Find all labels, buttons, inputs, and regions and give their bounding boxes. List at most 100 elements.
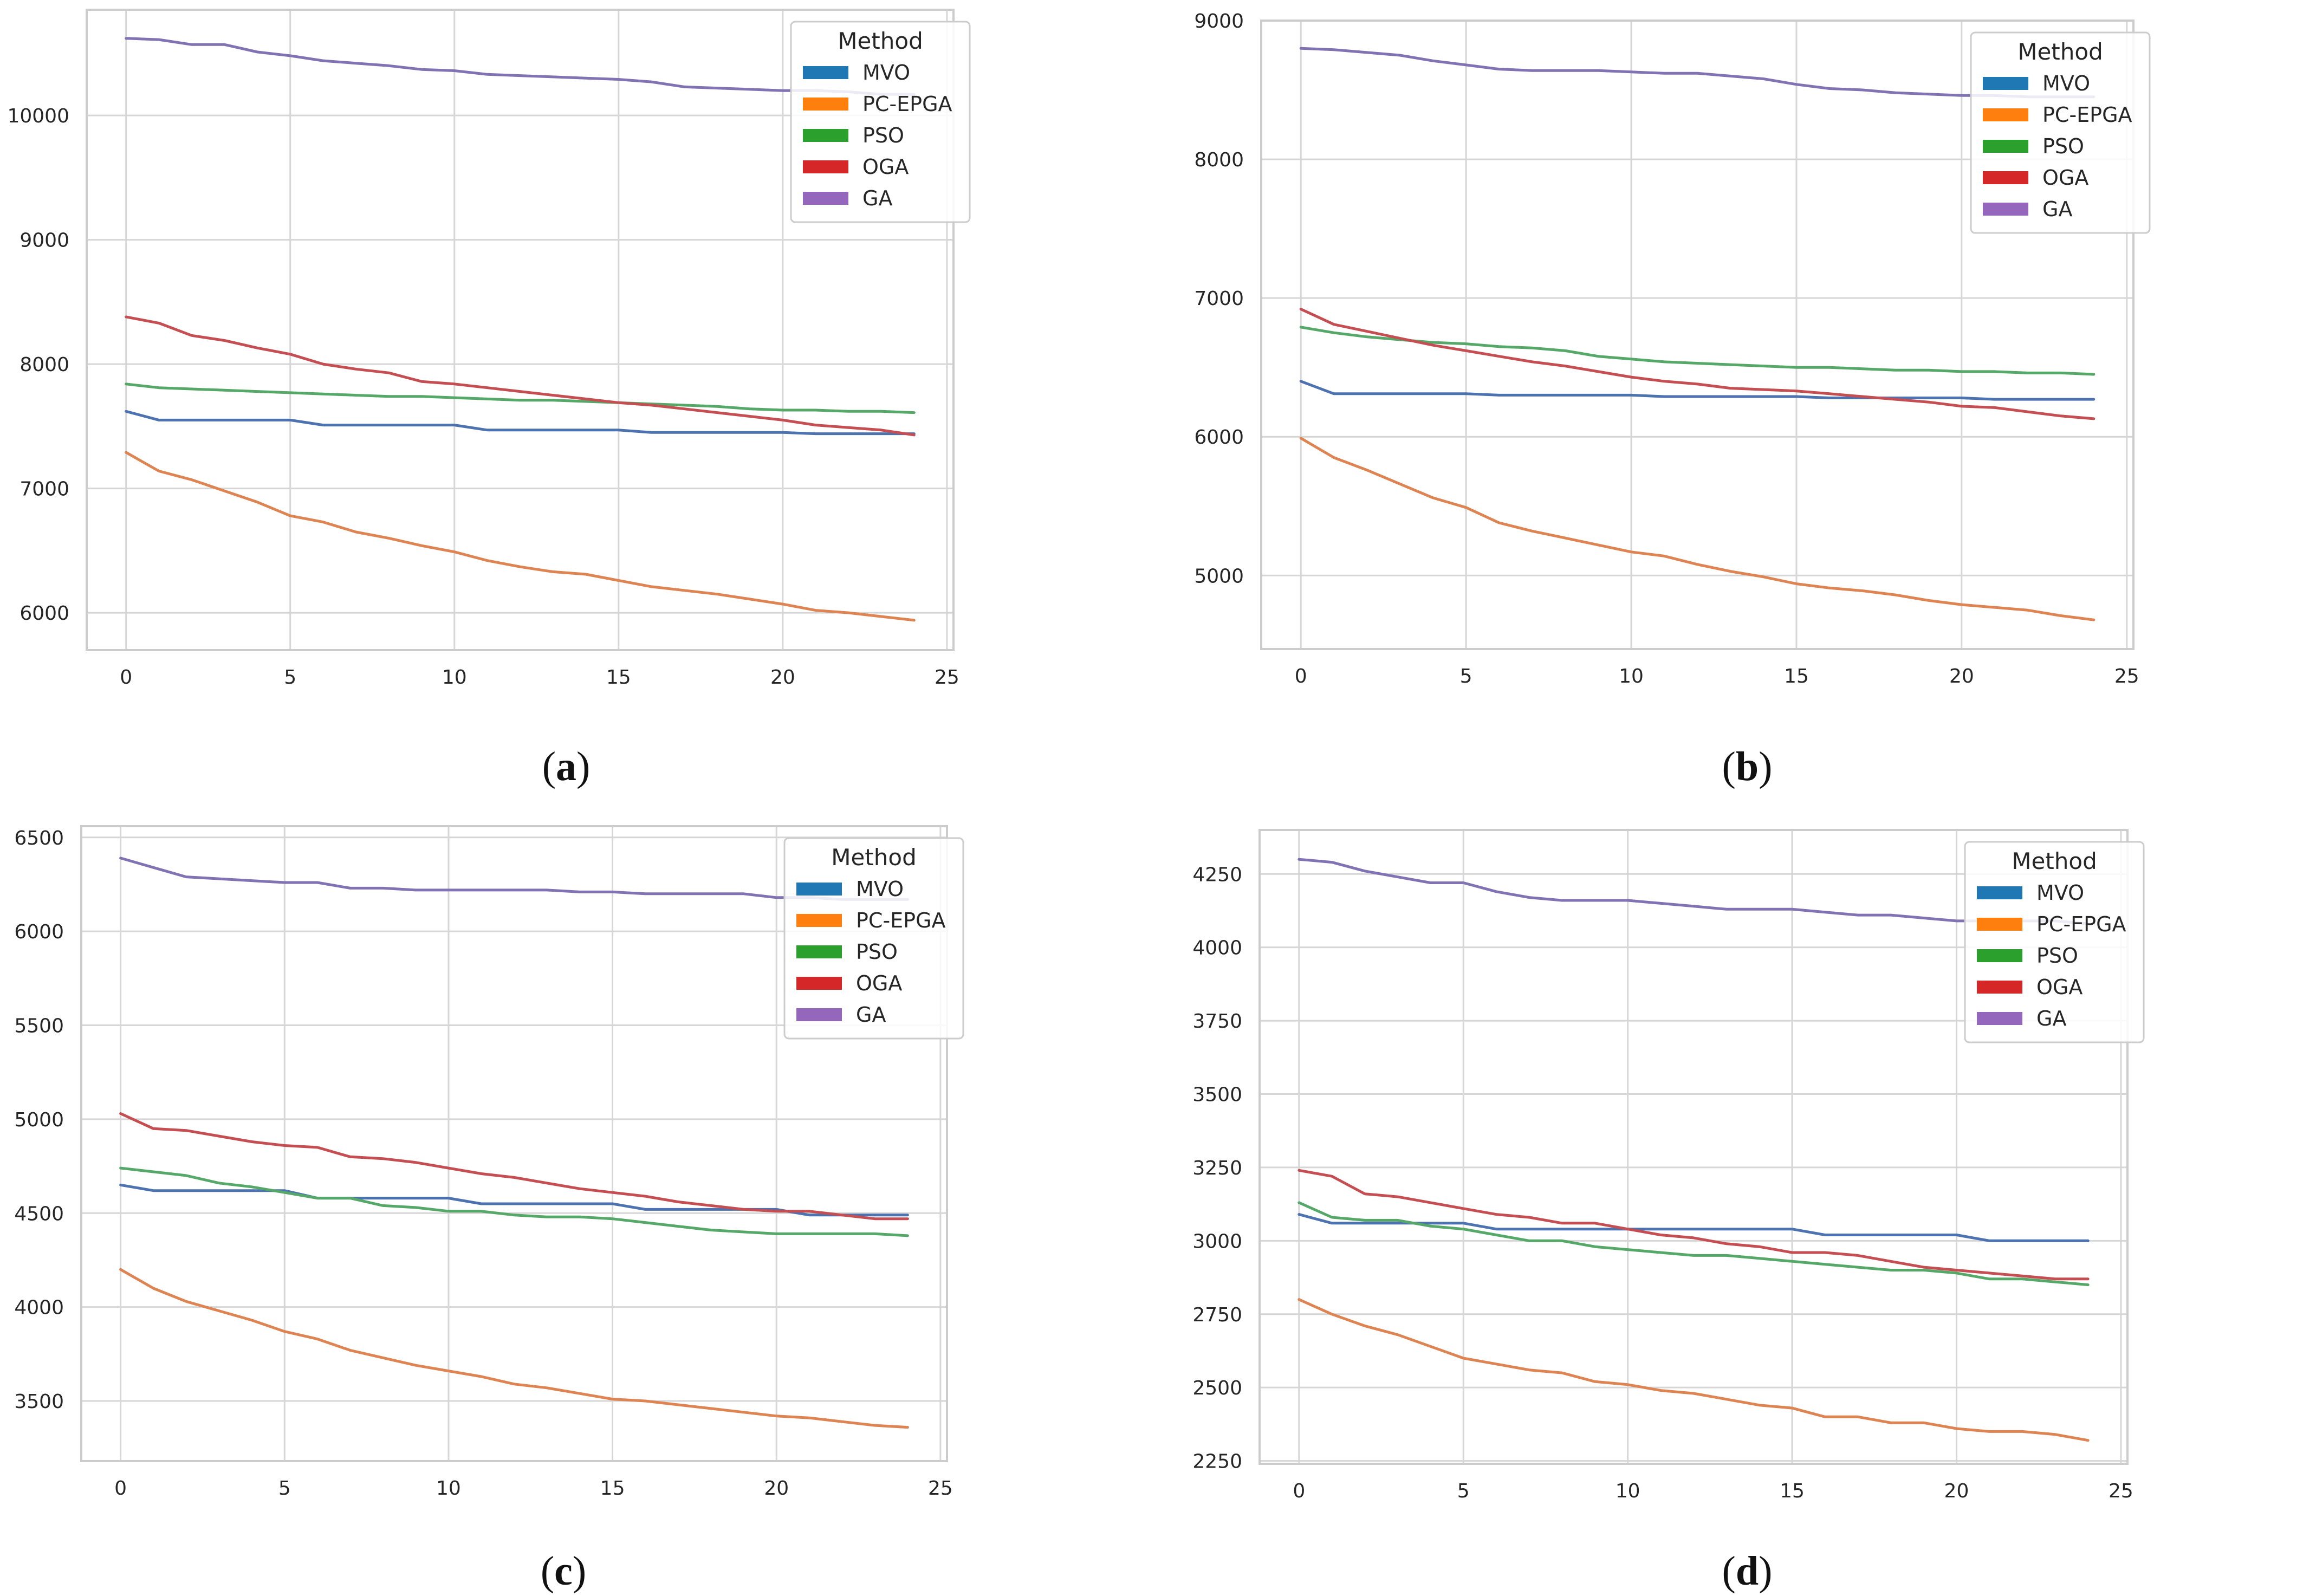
x-tick-label: 0 xyxy=(1293,1480,1305,1502)
y-tick-label: 4000 xyxy=(14,1297,64,1319)
series-line-mvo xyxy=(1299,380,2096,401)
legend-swatch-pso xyxy=(1983,140,2028,153)
y-tick-label: 4000 xyxy=(1192,937,1242,959)
legend-title: Method xyxy=(831,844,917,871)
legend-swatch-ga xyxy=(1983,203,2028,216)
x-tick-label: 10 xyxy=(436,1477,461,1500)
legend-swatch-oga xyxy=(796,977,842,990)
legend-label-oga: OGA xyxy=(856,971,902,995)
x-tick-label: 20 xyxy=(770,666,795,689)
plot-frame xyxy=(1258,829,2129,1465)
legend-label-pc-epga: PC-EPGA xyxy=(856,909,946,932)
y-tick-label: 2750 xyxy=(1192,1304,1242,1326)
legend-swatch-mvo xyxy=(803,66,848,79)
legend-swatch-oga xyxy=(803,160,848,173)
x-tick-label: 0 xyxy=(120,666,132,689)
series-line-ga xyxy=(125,37,916,96)
x-tick-label: 15 xyxy=(1780,1480,1805,1502)
caption-letter: c xyxy=(554,1548,573,1594)
x-tick-label: 5 xyxy=(1460,665,1472,687)
series-line-mvo xyxy=(1298,1213,2090,1242)
series-line-pso xyxy=(1299,326,2096,376)
x-tick-label: 25 xyxy=(935,666,959,689)
legend: Method MVO PC-EPGA PSO OGA GA xyxy=(1970,31,2151,234)
series-line-pc-epga xyxy=(1299,437,2096,621)
x-tick-label: 25 xyxy=(928,1477,953,1500)
chart-panel-a: 0 5 10 15 20 25 6000 7000 8000 9000 10000 Method MVO… xyxy=(7,9,971,789)
legend: Method MVO PC-EPGA PSO OGA GA xyxy=(790,21,971,223)
legend-swatch-oga xyxy=(1983,171,2028,184)
legend-label-pso: PSO xyxy=(856,940,898,964)
series-line-ga xyxy=(1299,47,2096,99)
chart-panel-d: 0 5 10 15 20 25 2250 2500 2750 3000 3250 3500 3750 40… xyxy=(1192,829,2145,1594)
legend-label-pc-epga: PC-EPGA xyxy=(862,92,952,116)
legend-label-pso: PSO xyxy=(862,124,904,147)
y-tick-label: 6000 xyxy=(1194,426,1244,449)
y-tick-label: 3750 xyxy=(1192,1010,1242,1033)
x-tick-label: 0 xyxy=(114,1477,127,1500)
y-tick-label: 5000 xyxy=(14,1109,64,1131)
subfigure-caption: (b) xyxy=(1722,744,1773,789)
legend-swatch-pc-epga xyxy=(1983,108,2028,121)
x-tick-label: 25 xyxy=(2109,1480,2133,1502)
y-tick-label: 7000 xyxy=(20,478,69,501)
series-line-oga xyxy=(1299,308,2096,420)
series-line-pso xyxy=(125,382,916,414)
caption-letter: d xyxy=(1736,1548,1759,1594)
legend-swatch-mvo xyxy=(796,883,842,896)
subfigure-caption: (a) xyxy=(542,744,591,789)
legend-label-mvo: MVO xyxy=(856,877,904,901)
legend-swatch-pc-epga xyxy=(796,914,842,927)
y-tick-label: 2500 xyxy=(1192,1377,1242,1399)
x-tick-label: 5 xyxy=(284,666,296,689)
y-tick-label: 6000 xyxy=(20,602,69,625)
caption-letter: a xyxy=(556,744,576,789)
legend-label-oga: OGA xyxy=(2036,975,2083,999)
plot-frame xyxy=(1260,20,2135,650)
x-tick-label: 20 xyxy=(764,1477,789,1500)
legend-swatch-pso xyxy=(803,129,848,142)
y-tick-label: 9000 xyxy=(1194,10,1244,33)
legend-swatch-ga xyxy=(796,1008,842,1021)
plot-frame xyxy=(86,9,955,651)
series-line-mvo xyxy=(119,1183,909,1217)
series-line-pc-epga xyxy=(119,1268,909,1429)
caption-letter: b xyxy=(1736,744,1759,789)
series-line-pso xyxy=(119,1166,909,1237)
series-line-oga xyxy=(125,315,916,437)
x-tick-label: 0 xyxy=(1295,665,1307,687)
legend-swatch-ga xyxy=(1977,1012,2022,1025)
x-tick-label: 20 xyxy=(1944,1480,1969,1502)
legend-label-ga: GA xyxy=(862,186,892,210)
x-tick-label: 5 xyxy=(278,1477,291,1500)
y-tick-label: 7000 xyxy=(1194,288,1244,310)
subfigure-caption: (d) xyxy=(1722,1548,1773,1594)
y-tick-label: 8000 xyxy=(20,354,69,376)
y-tick-label: 2250 xyxy=(1192,1451,1242,1473)
legend-label-mvo: MVO xyxy=(862,61,910,85)
legend-label-pso: PSO xyxy=(2042,134,2084,158)
series-line-pso xyxy=(1298,1201,2090,1287)
legend-swatch-pc-epga xyxy=(803,98,848,111)
subfigure-caption: (c) xyxy=(541,1548,586,1594)
legend-title: Method xyxy=(838,28,923,54)
x-tick-label: 5 xyxy=(1457,1480,1470,1502)
y-tick-label: 3500 xyxy=(14,1391,64,1413)
x-tick-label: 15 xyxy=(1784,665,1809,687)
legend-swatch-ga xyxy=(803,192,848,205)
legend-label-mvo: MVO xyxy=(2036,881,2084,905)
y-tick-label: 5500 xyxy=(14,1015,64,1037)
series-line-pc-epga xyxy=(1298,1298,2090,1442)
y-tick-label: 5000 xyxy=(1194,565,1244,587)
legend-swatch-oga xyxy=(1977,981,2022,994)
y-tick-label: 6000 xyxy=(14,921,64,943)
x-tick-label: 15 xyxy=(600,1477,625,1500)
legend-swatch-pso xyxy=(796,945,842,958)
legend-swatch-mvo xyxy=(1983,77,2028,90)
legend-label-mvo: MVO xyxy=(2042,72,2090,95)
y-tick-label: 3250 xyxy=(1192,1157,1242,1179)
y-tick-label: 10000 xyxy=(7,105,69,127)
x-tick-label: 20 xyxy=(1949,665,1974,687)
legend-label-pc-epga: PC-EPGA xyxy=(2042,103,2132,127)
